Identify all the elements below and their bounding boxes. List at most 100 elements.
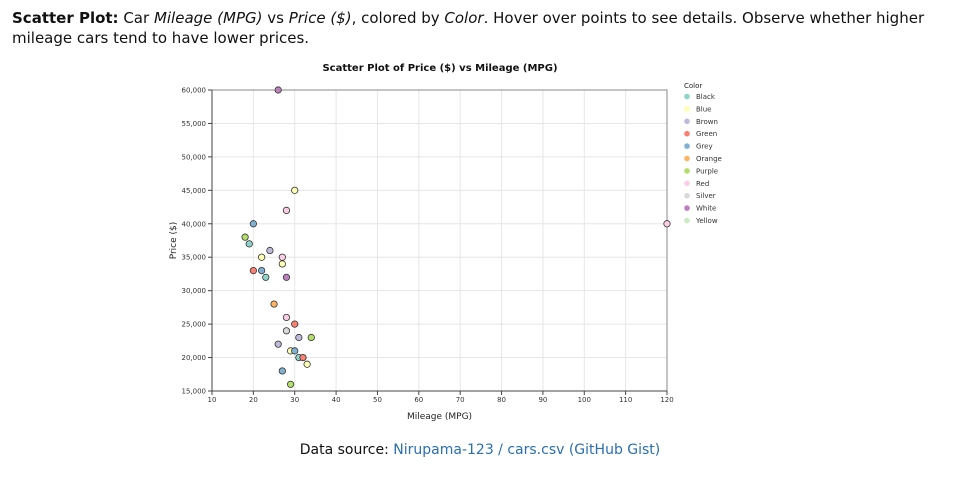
y-tick-label: 45,000 [182, 187, 207, 195]
data-point-grey[interactable]: Grey: 22 MPG, $33,000 [258, 267, 266, 275]
data-point-purple[interactable]: Purple: 34 MPG, $23,000 [307, 333, 315, 342]
legend-label: Yellow [695, 217, 718, 225]
legend-label: Orange [696, 155, 722, 163]
legend-item-blue[interactable]: Blue [684, 105, 712, 113]
data-points[interactable]: Black: 19 MPG, $37,000 Black: 23 MPG, $32… [241, 86, 671, 388]
x-tick-label: 20 [249, 396, 258, 404]
legend-title: Color [684, 82, 702, 90]
data-point-brown[interactable]: Brown: 24 MPG, $36,000 [266, 246, 274, 255]
data-point-brown[interactable]: Brown: 31 MPG, $23,000 [295, 333, 303, 342]
data-source: Data source: Nirupama-123 / cars.csv (Gi… [0, 442, 960, 458]
data-point-red[interactable]: Red: 28 MPG, $26,000 [282, 313, 291, 322]
data-point-green[interactable]: Green: 32 MPG, $20,000 [299, 353, 307, 362]
description-text-2: vs [262, 9, 289, 27]
data-point-blue[interactable]: Blue: 27 MPG, $34,000 [278, 260, 286, 268]
legend-label: Green [696, 130, 717, 138]
legend-label: Blue [696, 105, 712, 113]
data-point-white[interactable]: White: 26 MPG, $60,000 [274, 86, 282, 94]
legend-item-brown[interactable]: Brown [684, 118, 718, 126]
x-tick-label: 40 [332, 396, 341, 404]
legend-label: White [696, 205, 716, 213]
x-axis-label: Mileage (MPG) [407, 412, 472, 422]
data-point-blue[interactable]: Blue: 33 MPG, $19,000 [303, 360, 311, 368]
data-point-purple[interactable]: Purple: 29 MPG, $16,000 [286, 380, 295, 388]
y-tick-label: 15,000 [182, 388, 207, 396]
data-point-black[interactable]: Black: 23 MPG, $32,000 [262, 273, 270, 281]
legend[interactable]: Color Black Blue Brown Green Grey Orange Purpl… [684, 82, 722, 225]
data-source-link[interactable]: Nirupama-123 / cars.csv (GitHub Gist) [393, 442, 661, 458]
x-tick-label: 90 [538, 396, 547, 404]
legend-swatch [684, 168, 690, 174]
legend-swatch [684, 143, 690, 149]
x-tick-label: 80 [497, 396, 506, 404]
legend-label: Purple [696, 167, 718, 175]
legend-item-orange[interactable]: Orange [684, 155, 722, 163]
x-tick-label: 10 [208, 396, 217, 404]
chart-title: Scatter Plot of Price ($) vs Mileage (MP… [322, 63, 557, 74]
legend-label: Black [696, 93, 716, 101]
data-point-red[interactable]: Red: 28 MPG, $42,000 [282, 206, 291, 214]
scatter-chart: Scatter Plot of Price ($) vs Mileage (MP… [169, 63, 722, 422]
description-label: Scatter Plot: [12, 9, 119, 27]
legend-label: Grey [696, 143, 713, 151]
data-point-grey[interactable]: Grey: 27 MPG, $18,000 [278, 367, 286, 375]
x-tick-label: 110 [619, 396, 632, 404]
description-text-3: , colored by [351, 9, 445, 27]
legend-swatch [684, 130, 690, 137]
legend-item-white[interactable]: White [684, 205, 716, 213]
description-text-4: . Hover over points to see details. Obse… [12, 9, 925, 47]
data-point-blue[interactable]: Blue: 22 MPG, $35,000 [258, 253, 266, 261]
x-tick-label: 70 [456, 396, 465, 404]
data-point-silver[interactable]: Silver: 28 MPG, $24,000 [282, 327, 291, 335]
legend-swatch [684, 192, 690, 199]
description-text-1: Car [118, 9, 154, 27]
legend-swatch [684, 217, 690, 224]
legend-label: Red [696, 180, 709, 188]
data-point-green[interactable]: Green: 30 MPG, $25,000 [291, 320, 299, 328]
legend-item-silver[interactable]: Silver [684, 192, 716, 200]
y-tick-label: 40,000 [182, 220, 207, 228]
data-point-white[interactable]: White: 28 MPG, $32,000 [282, 273, 291, 281]
x-tick-label: 50 [373, 396, 382, 404]
data-point-grey[interactable]: Grey: 20 MPG, $40,000 [249, 220, 257, 228]
data-point-red[interactable]: Red: 120 MPG, $40,000 [663, 220, 671, 228]
data-point-blue[interactable]: Blue: 30 MPG, $45,000 [291, 186, 299, 194]
y-tick-label: 60,000 [182, 87, 207, 95]
legend-item-yellow[interactable]: Yellow [684, 217, 718, 225]
data-point-purple[interactable]: Purple: 18 MPG, $38,000 [241, 233, 249, 241]
legend-item-purple[interactable]: Purple [684, 167, 718, 175]
y-tick-label: 35,000 [182, 254, 207, 262]
legend-label: Silver [696, 192, 716, 200]
legend-item-black[interactable]: Black [684, 93, 716, 101]
x-tick-label: 60 [414, 396, 423, 404]
data-point-orange[interactable]: Orange: 25 MPG, $28,000 [270, 300, 278, 308]
chart-description: Scatter Plot: Car Mileage (MPG) vs Price… [12, 8, 942, 48]
data-point-grey[interactable]: Grey: 30 MPG, $21,000 [291, 347, 299, 355]
legend-item-grey[interactable]: Grey [684, 143, 713, 151]
data-source-label: Data source: [299, 442, 394, 458]
legend-swatch [684, 118, 690, 125]
y-variable-name: Price ($) [288, 9, 352, 27]
y-tick-label: 50,000 [182, 153, 207, 161]
color-variable-name: Color [444, 9, 484, 27]
x-tick-label: 120 [660, 396, 673, 404]
legend-swatch [684, 155, 690, 162]
legend-item-red[interactable]: Red [684, 180, 709, 188]
legend-label: Brown [696, 118, 718, 126]
legend-swatch [684, 205, 690, 211]
data-point-red[interactable]: Red: 27 MPG, $35,000 [278, 253, 286, 261]
y-tick-label: 25,000 [182, 321, 207, 329]
axes: 10 20 30 40 50 60 70 80 90 100 110 120 15,000 20,000 2… [182, 87, 674, 405]
y-tick-label: 30,000 [182, 287, 207, 295]
y-axis-label: Price ($) [169, 222, 179, 260]
x-tick-label: 30 [290, 396, 299, 404]
x-tick-label: 100 [578, 396, 591, 404]
y-tick-label: 20,000 [182, 354, 207, 362]
x-variable-name: Mileage (MPG) [153, 9, 263, 27]
data-point-brown[interactable]: Brown: 26 MPG, $22,000 [274, 340, 282, 348]
legend-swatch [684, 93, 690, 100]
data-point-green[interactable]: Green: 20 MPG, $33,000 [249, 267, 257, 275]
legend-item-green[interactable]: Green [684, 130, 717, 138]
legend-swatch [684, 180, 690, 187]
data-point-black[interactable]: Black: 19 MPG, $37,000 [245, 240, 253, 248]
